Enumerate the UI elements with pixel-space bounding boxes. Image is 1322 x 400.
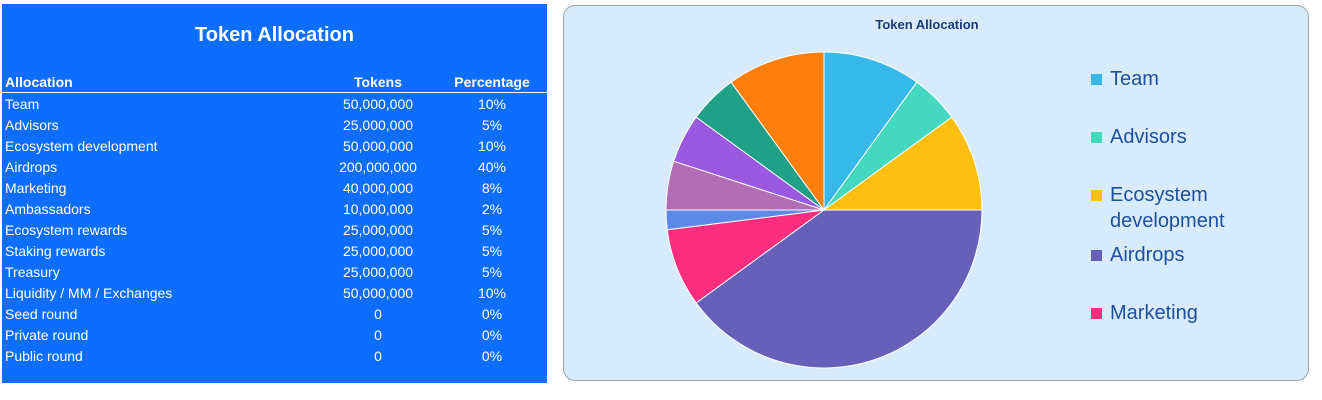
row-percentage: 10%: [477, 285, 507, 301]
legend-label-line: Marketing: [1110, 302, 1198, 324]
row-tokens: 50,000,000: [342, 285, 414, 301]
row-allocation-name: Airdrops: [5, 159, 58, 175]
table-body: Team 50,000,000 10% Advisors 25,000,000 5% Eco…: [2, 94, 547, 367]
row-tokens: 0: [374, 327, 382, 343]
legend-item: Marketing: [1091, 300, 1291, 326]
row-percentage: 5%: [481, 117, 503, 133]
row-allocation-name: Private round: [5, 327, 89, 343]
row-allocation-name: Marketing: [5, 180, 67, 196]
chart-title-text: Token Allocation: [875, 17, 979, 32]
legend-item: Team: [1091, 66, 1291, 92]
row-percentage: 5%: [481, 243, 503, 259]
row-tokens: 10,000,000: [342, 201, 414, 217]
table-row: Liquidity / MM / Exchanges 50,000,000 10%: [2, 283, 547, 304]
table-row: Treasury 25,000,000 5%: [2, 262, 547, 283]
row-percentage: 2%: [481, 201, 503, 217]
table-row: Team 50,000,000 10%: [2, 94, 547, 115]
row-percentage: 8%: [481, 180, 503, 196]
row-allocation-name: Ecosystem rewards: [5, 222, 128, 238]
row-tokens: 25,000,000: [342, 243, 414, 259]
table-row: Ecosystem rewards 25,000,000 5%: [2, 220, 547, 241]
pie-slice-liquidity-mm-exchanges: [730, 51, 825, 212]
legend-label-line: Team: [1110, 68, 1159, 90]
legend-label: Marketing: [1110, 300, 1198, 326]
row-allocation-name: Staking rewards: [5, 243, 106, 259]
row-tokens: 200,000,000: [339, 159, 417, 175]
row-tokens: 25,000,000: [342, 264, 414, 280]
chart-panel: Token Allocation Team Advisors Ecosystem de…: [563, 5, 1309, 381]
row-tokens: 0: [374, 306, 382, 322]
table-row: Seed round 0 0%: [2, 304, 547, 325]
row-percentage: 5%: [481, 222, 503, 238]
legend-swatch: [1091, 190, 1102, 201]
table-row: Ambassadors 10,000,000 2%: [2, 199, 547, 220]
row-percentage: 5%: [481, 264, 503, 280]
row-percentage: 0%: [481, 348, 503, 364]
table-row: Advisors 25,000,000 5%: [2, 115, 547, 136]
table-row: Public round 0 0%: [2, 346, 547, 367]
table-row: Ecosystem development 50,000,000 10%: [2, 136, 547, 157]
legend-label-line: Advisors: [1110, 126, 1187, 148]
row-percentage: 40%: [477, 159, 507, 175]
table-row: Staking rewards 25,000,000 5%: [2, 241, 547, 262]
row-percentage: 10%: [477, 138, 507, 154]
row-percentage: 10%: [477, 96, 507, 112]
legend-label: Team: [1110, 66, 1159, 92]
row-allocation-name: Liquidity / MM / Exchanges: [5, 285, 173, 301]
row-allocation-name: Public round: [5, 348, 83, 364]
pie-slice-ecosystem-development: [822, 116, 983, 211]
legend-label-line: development: [1110, 210, 1225, 232]
chart-title: Token Allocation: [564, 17, 1310, 32]
row-tokens: 0: [374, 348, 382, 364]
legend-label: Ecosystem development: [1110, 182, 1225, 234]
pie-chart: [665, 51, 983, 369]
legend-label: Airdrops: [1110, 242, 1184, 268]
column-header-percentage: Percentage: [454, 74, 530, 90]
legend-item: Ecosystem development: [1091, 182, 1291, 234]
row-allocation-name: Treasury: [5, 264, 60, 280]
row-allocation-name: Team: [5, 96, 40, 112]
row-tokens: 50,000,000: [342, 96, 414, 112]
legend-label: Advisors: [1110, 124, 1187, 150]
pie-slice-team: [823, 51, 918, 212]
legend-label-line: Airdrops: [1110, 244, 1185, 266]
column-header-tokens: Tokens: [354, 74, 402, 90]
row-tokens: 50,000,000: [342, 138, 414, 154]
legend-swatch: [1091, 250, 1102, 261]
legend-swatch: [1091, 308, 1102, 319]
row-percentage: 0%: [481, 327, 503, 343]
table-row: Airdrops 200,000,000 40%: [2, 157, 547, 178]
table-header-row: Allocation Tokens Percentage: [2, 72, 547, 93]
row-allocation-name: Ecosystem development: [5, 138, 158, 154]
legend-label-line: Ecosystem: [1110, 184, 1208, 206]
row-allocation-name: Ambassadors: [5, 201, 91, 217]
row-tokens: 25,000,000: [342, 117, 414, 133]
column-header-allocation: Allocation: [5, 74, 73, 90]
legend-item: Airdrops: [1091, 242, 1291, 268]
row-allocation-name: Seed round: [5, 306, 78, 322]
legend-swatch: [1091, 74, 1102, 85]
legend-swatch: [1091, 132, 1102, 143]
legend-item: Advisors: [1091, 124, 1291, 150]
table-row: Private round 0 0%: [2, 325, 547, 346]
table-row: Marketing 40,000,000 8%: [2, 178, 547, 199]
table-title: Token Allocation: [195, 24, 354, 46]
pie-slice-airdrops: [695, 209, 983, 369]
row-tokens: 40,000,000: [342, 180, 414, 196]
row-tokens: 25,000,000: [342, 222, 414, 238]
row-percentage: 0%: [481, 306, 503, 322]
token-allocation-table: Token Allocation Allocation Tokens Perce…: [2, 4, 547, 383]
row-allocation-name: Advisors: [5, 117, 59, 133]
